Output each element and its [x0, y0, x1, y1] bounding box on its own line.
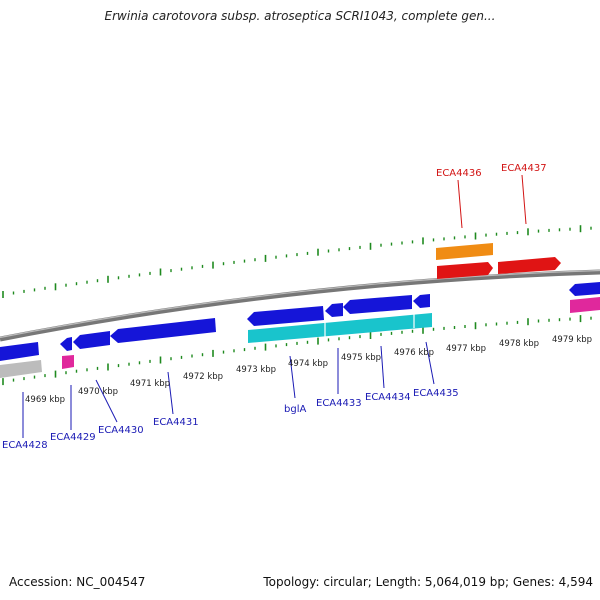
gene-label-ECA4434: ECA4434 — [365, 392, 411, 403]
gene-label-ECA4435: ECA4435 — [413, 388, 459, 399]
tick-label: 4972 kbp — [183, 372, 223, 382]
gene-ECA4429[interactable] — [62, 355, 74, 369]
genome-backbone — [0, 269, 600, 342]
tick-label: 4974 kbp — [288, 359, 328, 369]
gene-pink-right[interactable] — [570, 297, 600, 313]
tick-label: 4975 kbp — [341, 353, 381, 363]
tick-label: 4977 kbp — [446, 344, 486, 354]
tick-label: 4969 kbp — [25, 395, 65, 405]
tick-label: 4971 kbp — [130, 379, 170, 389]
tick-label: 4979 kbp — [552, 335, 592, 345]
genome-backbone-highlight — [0, 269, 600, 339]
gene-left-blue[interactable] — [0, 342, 39, 361]
gene-labels-top: ECA4436 ECA4437 — [436, 163, 547, 179]
gene-label-ECA4429: ECA4429 — [50, 432, 96, 443]
gene-label-ECA4437: ECA4437 — [501, 163, 547, 174]
cds-cyan[interactable] — [248, 313, 432, 343]
gene-label-ECA4430: ECA4430 — [98, 425, 144, 436]
minor-ticks-lower — [2, 315, 592, 386]
gene-label-bglA: bglA — [284, 404, 306, 415]
gene-label-ECA4436: ECA4436 — [436, 168, 482, 179]
gene-ECA4430[interactable] — [73, 331, 110, 349]
label-lines-top — [457, 174, 527, 229]
accession-text: Accession: NC_004547 — [9, 575, 146, 589]
gene-labels-bottom: ECA4428 ECA4429 ECA4430 ECA4431 bglA ECA… — [2, 388, 459, 451]
gene-ECA4431[interactable] — [110, 318, 216, 343]
genome-summary-text: Topology: circular; Length: 5,064,019 bp… — [263, 575, 593, 589]
map-title: Erwinia carotovora subsp. atroseptica SC… — [104, 9, 496, 23]
gene-bglA[interactable] — [247, 306, 324, 326]
label-lines-bottom — [22, 341, 435, 438]
tick-label: 4970 kbp — [78, 387, 118, 397]
minor-ticks-upper — [2, 225, 592, 298]
coordinate-labels: 4969 kbp 4970 kbp 4971 kbp 4972 kbp 4973… — [25, 335, 592, 405]
tick-label: 4976 kbp — [394, 348, 434, 358]
gene-ECA4437[interactable] — [498, 257, 561, 274]
gene-label-ECA4431: ECA4431 — [153, 417, 199, 428]
gene-ECA4436-red[interactable] — [437, 262, 493, 279]
gene-label-ECA4433: ECA4433 — [316, 398, 362, 409]
gene-left-gray[interactable] — [0, 360, 42, 378]
gene-ECA4434[interactable] — [343, 295, 412, 314]
gene-ECA4430-small[interactable] — [60, 337, 72, 351]
gene-ECA4436-orange[interactable] — [436, 243, 493, 260]
tick-label: 4978 kbp — [499, 339, 539, 349]
gene-ECA4435[interactable] — [413, 294, 430, 308]
gene-ECA4433[interactable] — [325, 303, 343, 317]
gene-label-ECA4428: ECA4428 — [2, 440, 48, 451]
tick-label: 4973 kbp — [236, 365, 276, 375]
gene-forward-right[interactable] — [569, 282, 600, 296]
